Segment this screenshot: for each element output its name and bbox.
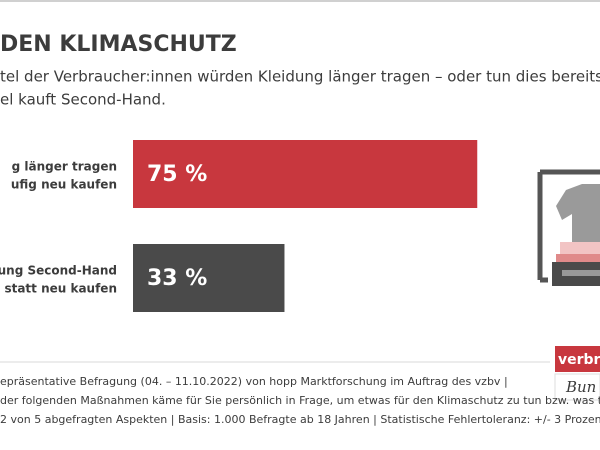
footer-text: der folgenden Maßnahmen käme für Sie per… [0,394,600,407]
shirt-icon [556,184,600,252]
category-label: statt neu kaufen [4,282,117,296]
category-label: g länger tragen [12,160,117,174]
bar [133,140,478,208]
logo-text: Bun [565,378,596,396]
fold-icon [560,242,600,254]
logo-text: verbrau [558,352,600,368]
fold-icon [556,254,600,262]
logo [555,346,600,372]
value-label: 33 % [147,266,207,291]
category-label: ufig neu kaufen [11,178,117,192]
footer-text: 2 von 5 abgefragten Aspekten | Basis: 1.… [0,413,600,426]
top-rule [0,0,600,2]
footer-text: epräsentative Befragung (04. – 11.10.202… [0,375,508,388]
value-label: 75 % [147,162,207,187]
category-label: ung Second-Hand [0,264,117,278]
bar [133,244,285,312]
subtitle: el kauft Second-Hand. [0,91,166,109]
chart-title: DEN KLIMASCHUTZ [0,32,237,57]
box-icon [562,270,600,276]
logo [554,373,600,401]
subtitle: tel der Verbraucher:innen würden Kleidun… [0,68,600,86]
rack-icon [537,169,600,283]
